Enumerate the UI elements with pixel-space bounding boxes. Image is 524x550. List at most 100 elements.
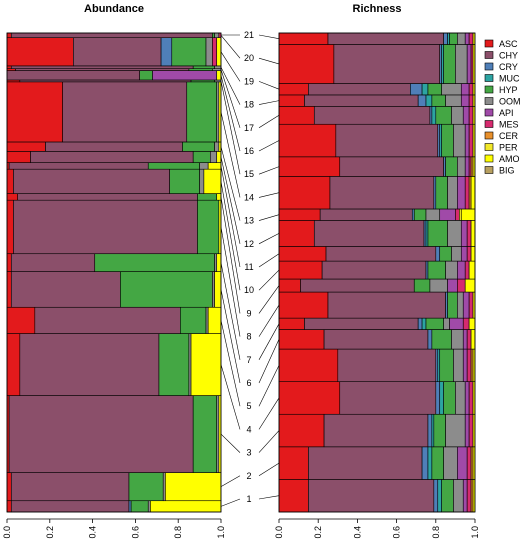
richness-bar-4-chy (339, 381, 437, 415)
richness-bar-15-asc (278, 156, 341, 177)
abundance-bar-9-hyp (197, 193, 218, 201)
abundance-bar-5-asc (6, 306, 36, 334)
abundance-bar-9-amo (216, 193, 222, 201)
abundance-bar-13-chy (45, 141, 183, 152)
connector-line-13 (220, 146, 241, 221)
abundance-bar-13-oom (214, 141, 220, 152)
connector-line-15 (220, 80, 241, 175)
abundance-bar-11-oom (199, 162, 209, 170)
site-label-12: 12 (244, 239, 254, 249)
richness-bar-7-amo (468, 317, 476, 330)
connector-line-20 (220, 35, 241, 59)
abundance-bar-16-amo (216, 70, 222, 81)
abundance-bar-11-chy (8, 162, 149, 170)
richness-bar-9-hyp (413, 278, 431, 293)
abundance-bar-1-amo (150, 500, 222, 513)
richness-bar-16-asc (278, 123, 337, 158)
richness-bar-6-oom (451, 329, 464, 350)
connector-line-4 (220, 364, 241, 430)
richness-bar-19-chy (308, 83, 411, 96)
abundance-bar-2-hyp (128, 472, 164, 502)
site-label-17: 17 (244, 123, 254, 133)
richness-bar-3-chy (323, 413, 429, 448)
richness-bar-21-api (464, 32, 470, 45)
abundance-bar-12-asc (6, 151, 31, 163)
richness-bar-15-oom (457, 156, 466, 177)
richness-bar-8-hyp (447, 291, 458, 319)
richness-x-tick-label-1: 0.2 (313, 526, 323, 539)
richness-bar-21-oom (457, 32, 466, 45)
abundance-bar-20-oom (214, 32, 220, 38)
connector-line-right-21 (258, 34, 280, 39)
richness-bar-20-oom (455, 44, 468, 84)
richness-bar-11-hyp (439, 246, 452, 262)
richness-bar-17-api (462, 106, 470, 125)
richness-bar-9-amo (464, 278, 476, 293)
richness-bar-5-chy (337, 348, 437, 382)
abundance-bar-19-hyp (171, 37, 207, 67)
legend-label-chy: CHY (499, 51, 518, 61)
connector-line-9 (220, 196, 241, 314)
abundance-bar-4-asc (6, 333, 21, 396)
richness-bar-3-asc (278, 413, 325, 448)
connector-line-6 (220, 289, 241, 384)
abundance-bar-7-hyp (94, 253, 215, 272)
abundance-bar-11-hyp (147, 162, 200, 170)
richness-bar-7-mes (462, 317, 470, 330)
richness-bar-14-asc (278, 176, 331, 210)
abundance-bar-4-chy (19, 333, 160, 396)
richness-bar-14-chy (329, 176, 435, 210)
richness-bar-1-api (462, 479, 468, 513)
abundance-bar-4-hyp (158, 333, 190, 396)
abundance-bar-19-oom (205, 37, 213, 67)
richness-bar-2-mes (466, 446, 472, 480)
richness-title: Richness (353, 3, 402, 15)
richness-bar-9-mes (457, 278, 466, 293)
richness-bar-11-chy (325, 246, 437, 262)
abundance-bar-3-hyp (192, 395, 218, 473)
richness-bar-18-oom (445, 94, 462, 107)
richness-bar-1-cry (433, 479, 439, 513)
richness-bar-21-hyp (449, 32, 458, 45)
richness-x-tick-label-5: 1.0 (470, 526, 480, 539)
richness-bar-3-api (464, 413, 470, 448)
connector-line-11 (220, 165, 241, 268)
richness-bar-10-amo (468, 260, 476, 280)
richness-bar-11-cry (435, 246, 441, 262)
legend-swatch-mes (484, 120, 494, 128)
abundance-bar-13-hyp (182, 141, 215, 152)
abundance-bar-4-oom (188, 333, 192, 396)
richness-bar-19-muc (421, 83, 429, 96)
legend-label-per: PER (499, 143, 518, 153)
richness-bar-13-hyp (413, 208, 427, 221)
richness-bar-17-asc (278, 106, 315, 125)
richness-plot (278, 32, 476, 513)
abundance-bar-20-asc (6, 32, 12, 38)
site-label-7: 7 (246, 355, 251, 365)
connector-line-right-13 (258, 214, 280, 221)
abundance-title: Abundance (84, 3, 144, 15)
richness-bar-11-amo (470, 246, 476, 262)
abundance-bar-2-amo (165, 472, 222, 502)
legend-label-api: API (499, 108, 514, 118)
site-label-14: 14 (244, 192, 254, 202)
legend-swatch-per (484, 143, 494, 151)
richness-bar-11-api (460, 246, 468, 262)
site-label-11: 11 (244, 262, 253, 272)
connector-line-right-18 (258, 100, 280, 105)
abundance-bar-9-asc (6, 193, 18, 201)
abundance-bar-1-hyp (130, 500, 149, 513)
connector-line-right-7 (258, 323, 280, 360)
richness-bar-2-hyp (431, 446, 444, 480)
richness-bar-10-oom (445, 260, 458, 280)
richness-bar-1-muc (437, 479, 442, 513)
richness-bar-19-mes (468, 83, 474, 96)
richness-bar-18-api (460, 94, 470, 107)
richness-bar-19-api (460, 83, 470, 96)
richness-bar-13-asc (278, 208, 321, 221)
richness-bar-19-cry (410, 83, 423, 96)
connector-line-12 (220, 156, 241, 244)
richness-bar-21-asc (278, 32, 329, 45)
richness-bar-1-chy (308, 479, 435, 513)
richness-bar-15-hyp (445, 156, 458, 177)
